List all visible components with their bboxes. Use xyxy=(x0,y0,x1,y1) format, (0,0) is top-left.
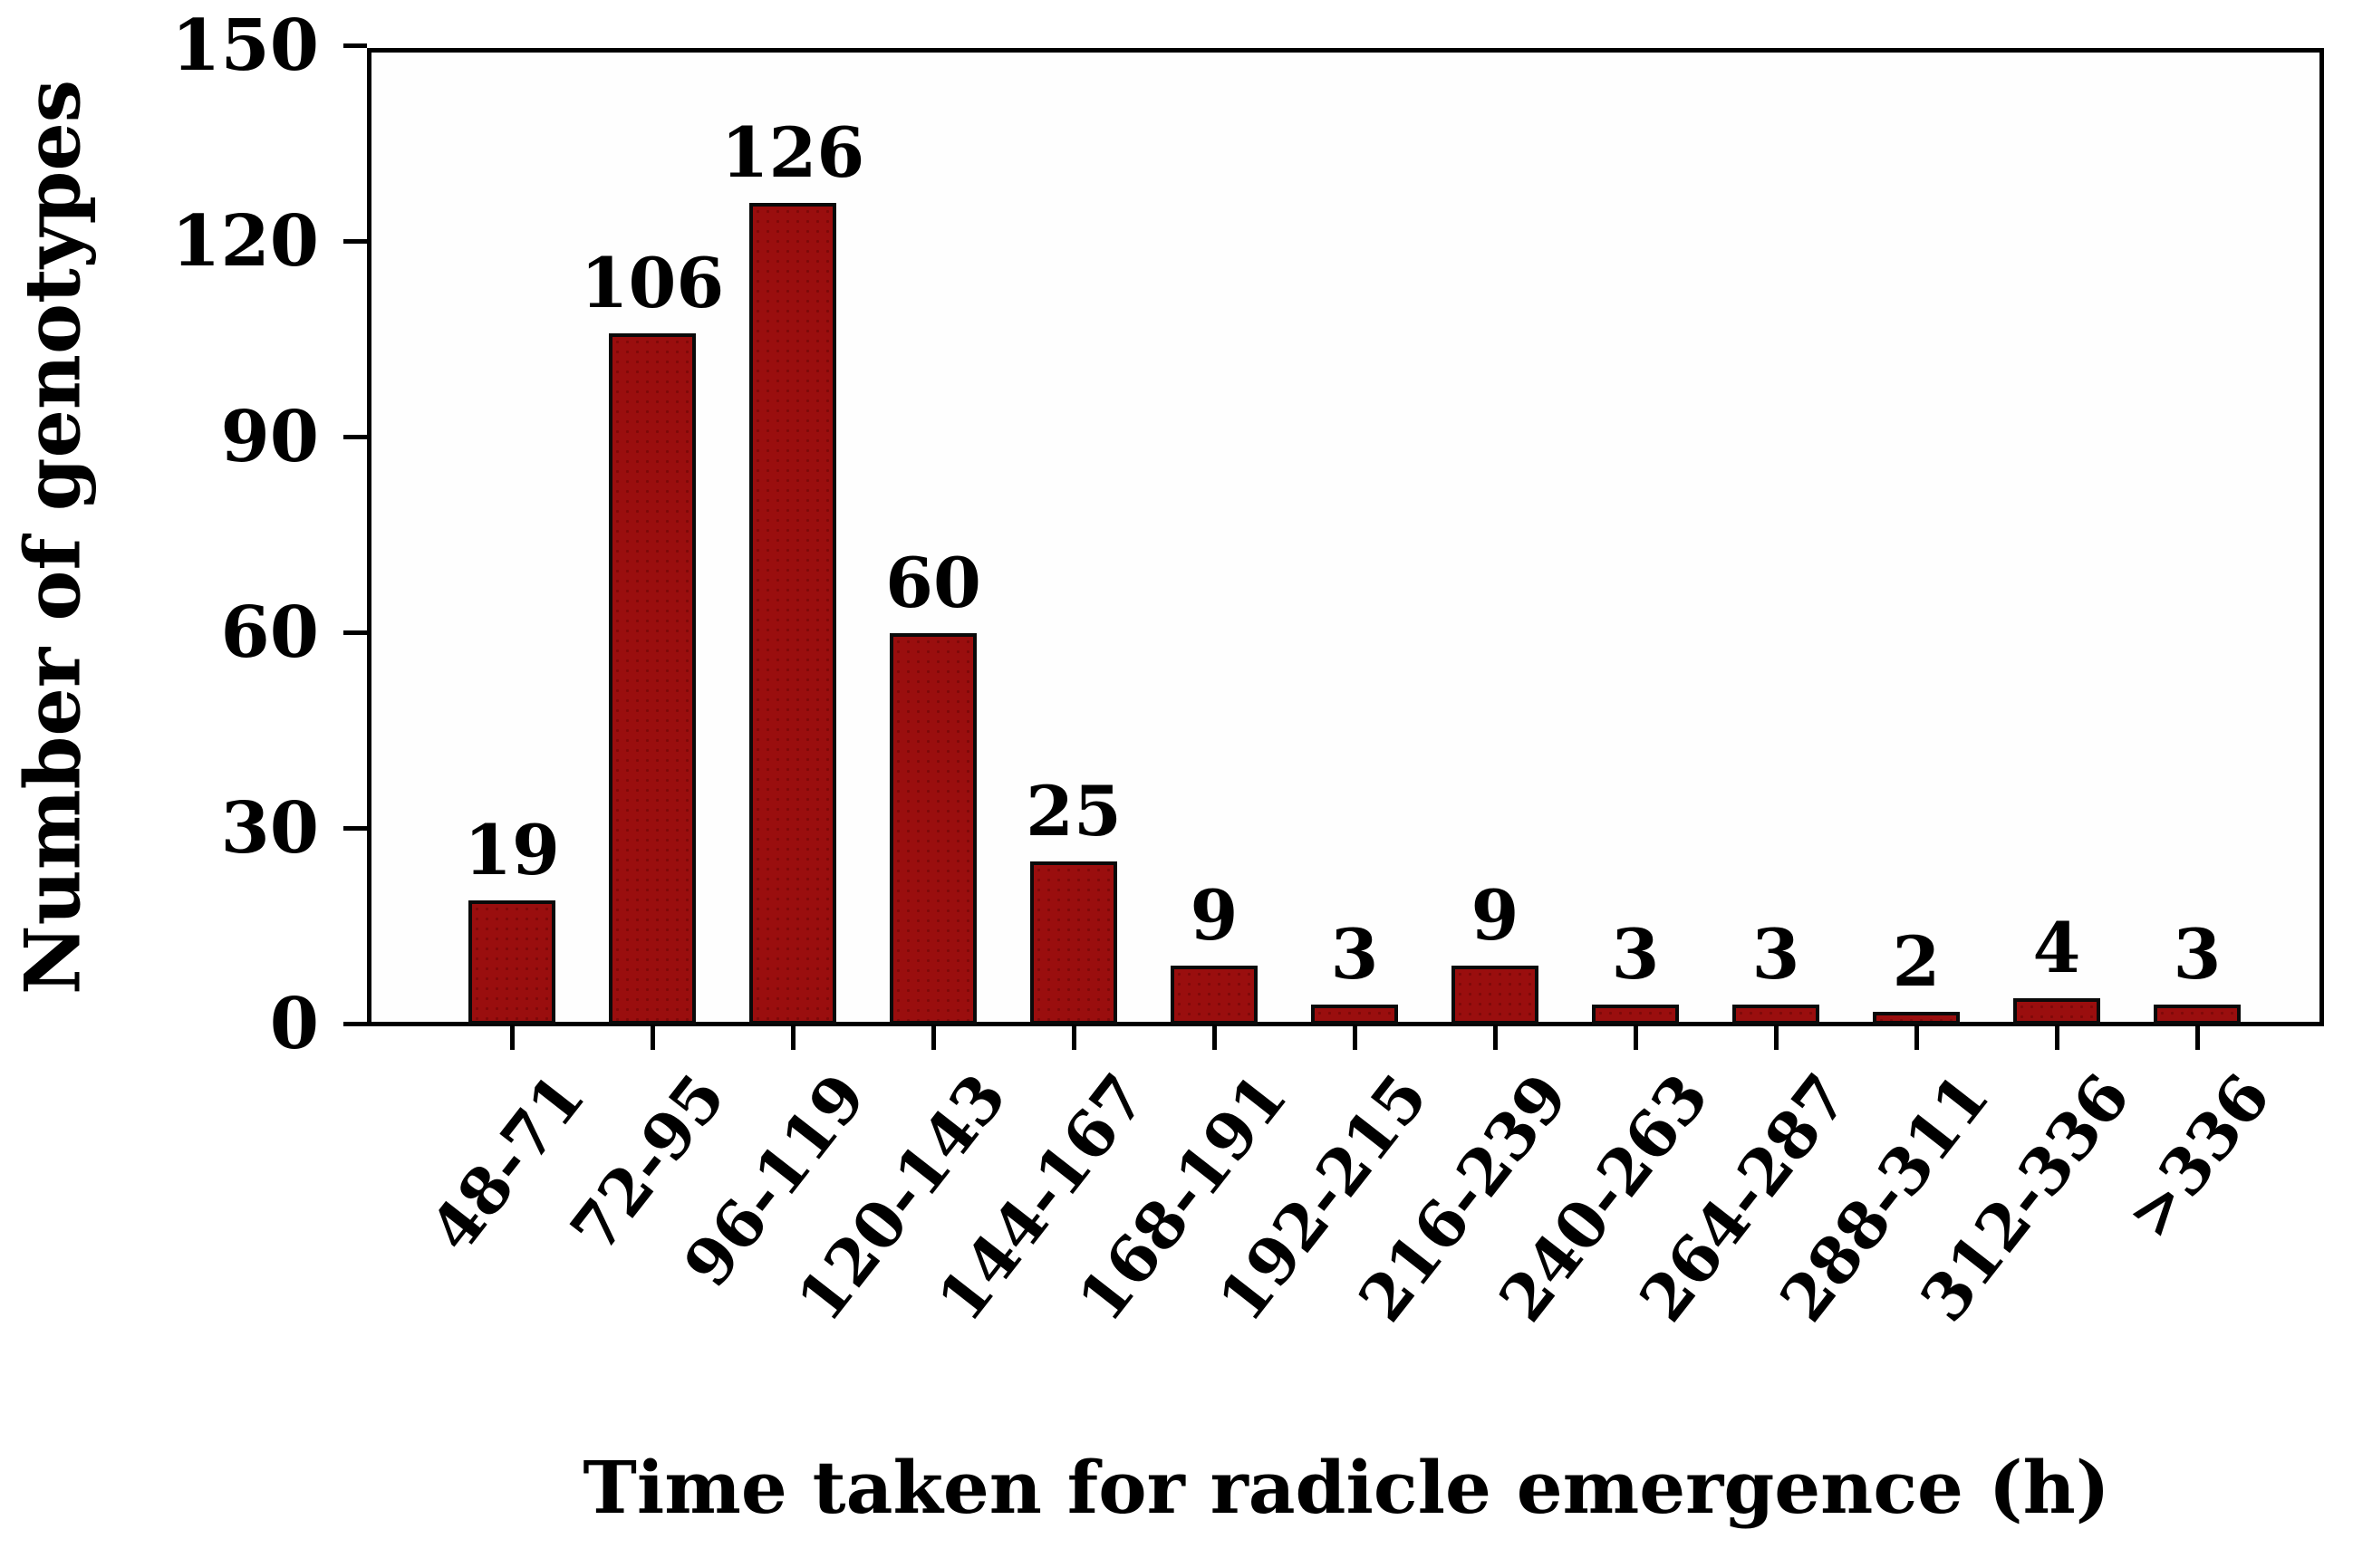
y-axis-tick xyxy=(343,435,367,439)
y-axis-tick-label: 0 xyxy=(269,983,319,1065)
x-axis-tick xyxy=(651,1026,655,1050)
y-axis-tick-label: 30 xyxy=(220,787,319,870)
bar-value-label: 25 xyxy=(1026,771,1122,851)
bar-value-label: 9 xyxy=(1190,875,1239,957)
x-axis-tick xyxy=(1353,1026,1357,1050)
bar xyxy=(609,332,696,1024)
bar-value-label: 3 xyxy=(1611,914,1660,996)
bar-value-label: 4 xyxy=(2032,908,2081,989)
y-axis-tick xyxy=(343,43,367,48)
x-axis-tick xyxy=(1914,1026,1919,1050)
y-axis-tick xyxy=(343,1022,367,1026)
bar xyxy=(2013,998,2100,1024)
y-axis-tick-label: 90 xyxy=(220,396,319,478)
x-axis-tick xyxy=(510,1026,515,1050)
bar xyxy=(1873,1011,1960,1024)
bar-value-label: 3 xyxy=(1330,914,1379,996)
y-axis-tick xyxy=(343,239,367,244)
bar xyxy=(749,202,836,1024)
bar xyxy=(468,900,555,1024)
y-axis-tick xyxy=(343,826,367,831)
bar xyxy=(2154,1005,2241,1024)
bar-value-label: 60 xyxy=(885,543,981,623)
x-axis-tick xyxy=(1493,1026,1498,1050)
x-axis-tick xyxy=(791,1026,796,1050)
bar xyxy=(1451,966,1538,1024)
x-axis-tick xyxy=(1634,1026,1638,1050)
bar-value-label: 3 xyxy=(1751,914,1800,996)
x-axis-tick xyxy=(1072,1026,1076,1050)
bar-value-label: 126 xyxy=(720,111,865,193)
bar-value-label: 2 xyxy=(1892,920,1941,1002)
y-axis-tick-label: 150 xyxy=(171,5,319,87)
x-axis-tick xyxy=(1212,1026,1217,1050)
y-axis-tick-label: 120 xyxy=(171,200,319,283)
x-axis-tick xyxy=(2055,1026,2059,1050)
bar-value-label: 106 xyxy=(580,242,725,323)
x-axis-tick xyxy=(1774,1026,1779,1050)
bar xyxy=(1311,1005,1398,1024)
x-axis-title: Time taken for radicle emergence (h) xyxy=(583,1445,2110,1530)
bar-value-label: 3 xyxy=(2173,914,2222,996)
bar xyxy=(890,633,977,1024)
bar xyxy=(1171,966,1258,1024)
x-axis-tick xyxy=(2195,1026,2200,1050)
bar xyxy=(1030,861,1117,1024)
x-axis-tick xyxy=(931,1026,936,1050)
bar-value-label: 19 xyxy=(464,810,560,891)
bar-value-label: 9 xyxy=(1471,875,1519,957)
y-axis-tick-label: 60 xyxy=(220,592,319,674)
bar xyxy=(1732,1005,1819,1024)
bar xyxy=(1592,1005,1679,1024)
y-axis-tick xyxy=(343,630,367,635)
